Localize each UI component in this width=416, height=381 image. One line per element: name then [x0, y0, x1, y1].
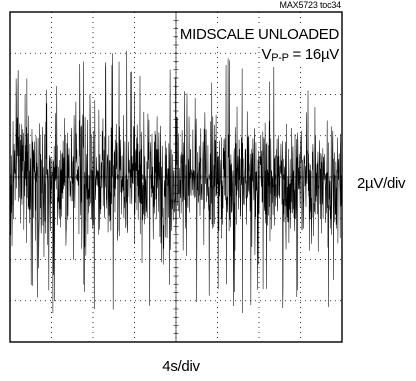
vpp-prefix: V [261, 46, 272, 63]
condition-label: MIDSCALE UNLOADED [177, 26, 341, 44]
horizontal-scale-label: 4s/div [162, 358, 200, 375]
vertical-scale-label: 2µV/div [357, 175, 406, 192]
vpp-label: VP-P = 16µV [259, 46, 341, 67]
vpp-value: = 16µV [288, 46, 340, 63]
figure-id: MAX5723 toc34 [279, 0, 342, 10]
noise-trace-line [9, 50, 343, 314]
noise-trace [9, 50, 343, 314]
vpp-subscript: P-P [271, 52, 289, 64]
plot-frame [9, 11, 343, 343]
